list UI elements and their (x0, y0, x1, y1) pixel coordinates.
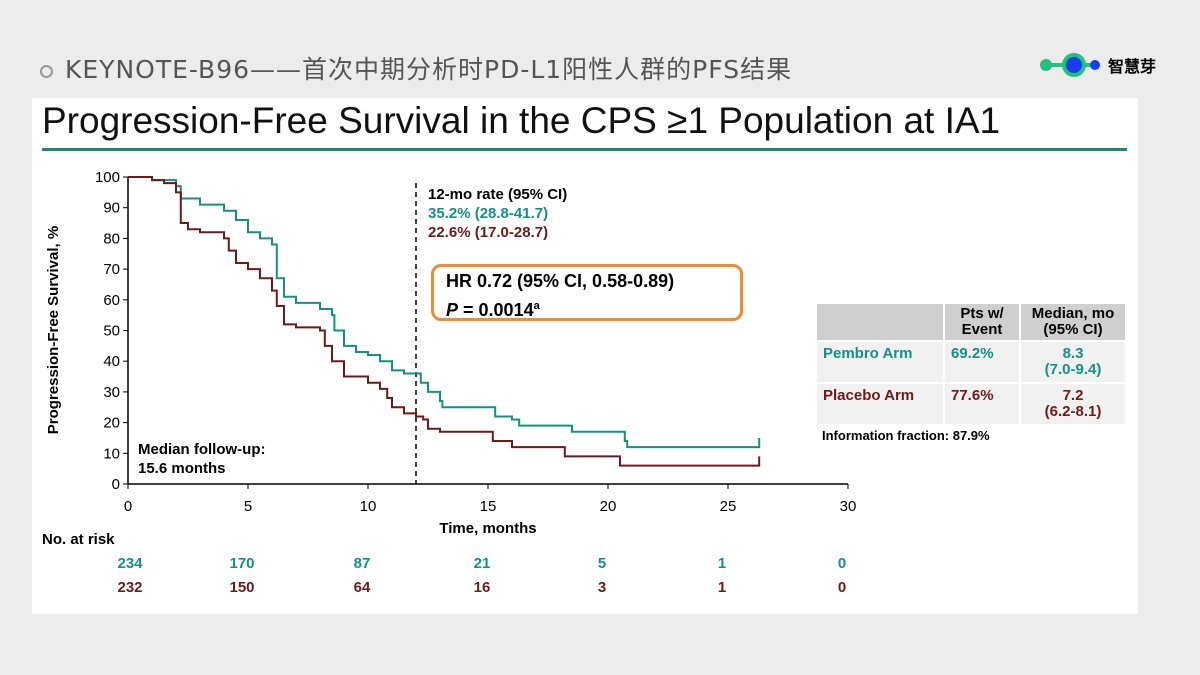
y-tick-label: 100 (95, 169, 120, 186)
y-tick-label: 50 (103, 323, 120, 340)
risk-placebo-30: 0 (837, 579, 847, 596)
risk-pembro-0: 234 (117, 555, 143, 572)
x-axis-label: Time, months (439, 520, 536, 537)
logo-icon (1040, 53, 1100, 77)
x-tick-label: 30 (840, 498, 857, 515)
hr-text: HR 0.72 (95% CI, 0.58-0.89) (446, 271, 675, 291)
x-tick-label: 15 (480, 498, 497, 515)
th-arm (817, 304, 943, 340)
median-ci: (7.0-9.4) (1044, 361, 1102, 378)
y-axis-label: Progression-Free Survival, % (45, 226, 62, 434)
p-value: = 0.0014 (458, 300, 534, 320)
title-rule (42, 148, 1127, 151)
rate-pembro: 35.2% (28.8-41.7) (428, 205, 549, 222)
table-row: Placebo Arm 77.6% 7.2 (6.2-8.1) (817, 384, 1125, 424)
y-tick-label: 80 (103, 230, 120, 247)
risk-pembro-10: 87 (353, 555, 371, 572)
risk-label: No. at risk (42, 531, 115, 548)
risk-placebo-20: 3 (597, 579, 607, 596)
risk-placebo-10: 64 (353, 579, 371, 596)
info-fraction: Information fraction: 87.9% (822, 428, 990, 443)
risk-pembro-5: 170 (229, 555, 255, 572)
median: 7.2 (1062, 387, 1084, 404)
y-tick-label: 0 (112, 476, 120, 493)
x-tick-label: 25 (720, 498, 737, 515)
p-footnote: a (533, 300, 540, 312)
rate-heading: 12-mo rate (95% CI) (428, 186, 568, 203)
arm-name: Pembro Arm (817, 342, 943, 382)
bullet-icon (40, 64, 53, 78)
km-curve-placebo (128, 176, 761, 467)
risk-placebo-5: 150 (229, 579, 255, 596)
th-events: Pts w/ Event (945, 304, 1019, 340)
arm-name: Placebo Arm (817, 384, 943, 424)
risk-pembro-30: 0 (837, 555, 847, 572)
th-median: Median, mo (95% CI) (1021, 304, 1125, 340)
y-tick-label: 60 (103, 292, 120, 309)
risk-placebo-25: 1 (717, 579, 727, 596)
events-pct: 77.6% (945, 384, 1019, 424)
logo-text: 智慧芽 (1108, 57, 1157, 76)
hr-box: HR 0.72 (95% CI, 0.58-0.89) P = 0.0014a (431, 264, 743, 321)
y-tick-label: 30 (103, 384, 120, 401)
followup-value: 15.6 months (138, 460, 226, 477)
rate-placebo: 22.6% (17.0-28.7) (428, 224, 549, 241)
x-tick-label: 5 (244, 498, 252, 515)
summary-table: Pts w/ Event Median, mo (95% CI) Pembro A… (815, 302, 1127, 426)
risk-placebo-15: 16 (473, 579, 491, 596)
y-tick-label: 40 (103, 353, 120, 370)
risk-pembro-25: 1 (717, 555, 727, 572)
median: 8.3 (1062, 345, 1084, 362)
risk-pembro-15: 21 (473, 555, 491, 572)
y-tick-label: 90 (103, 200, 120, 217)
median-ci: (6.2-8.1) (1044, 403, 1102, 420)
risk-placebo-0: 232 (117, 579, 143, 596)
table-row: Pembro Arm 69.2% 8.3 (7.0-9.4) (817, 342, 1125, 382)
followup-label: Median follow-up: (138, 441, 266, 458)
p-label: P (446, 300, 459, 320)
y-tick-label: 70 (103, 261, 120, 278)
risk-pembro-20: 5 (597, 555, 607, 572)
x-tick-label: 0 (124, 498, 132, 515)
y-tick-label: 10 (103, 445, 120, 462)
logo: 智慧芽 (1038, 52, 1156, 78)
y-tick-label: 20 (103, 415, 120, 432)
header-title: KEYNOTE-B96——首次中期分析时PD-L1阳性人群的PFS结果 (65, 55, 793, 84)
events-pct: 69.2% (945, 342, 1019, 382)
x-tick-label: 20 (600, 498, 617, 515)
slide-header: KEYNOTE-B96——首次中期分析时PD-L1阳性人群的PFS结果 (40, 50, 792, 86)
km-curve-pembro (128, 176, 761, 449)
slide-title: Progression-Free Survival in the CPS ≥1 … (42, 100, 1001, 141)
x-tick-label: 10 (360, 498, 377, 515)
